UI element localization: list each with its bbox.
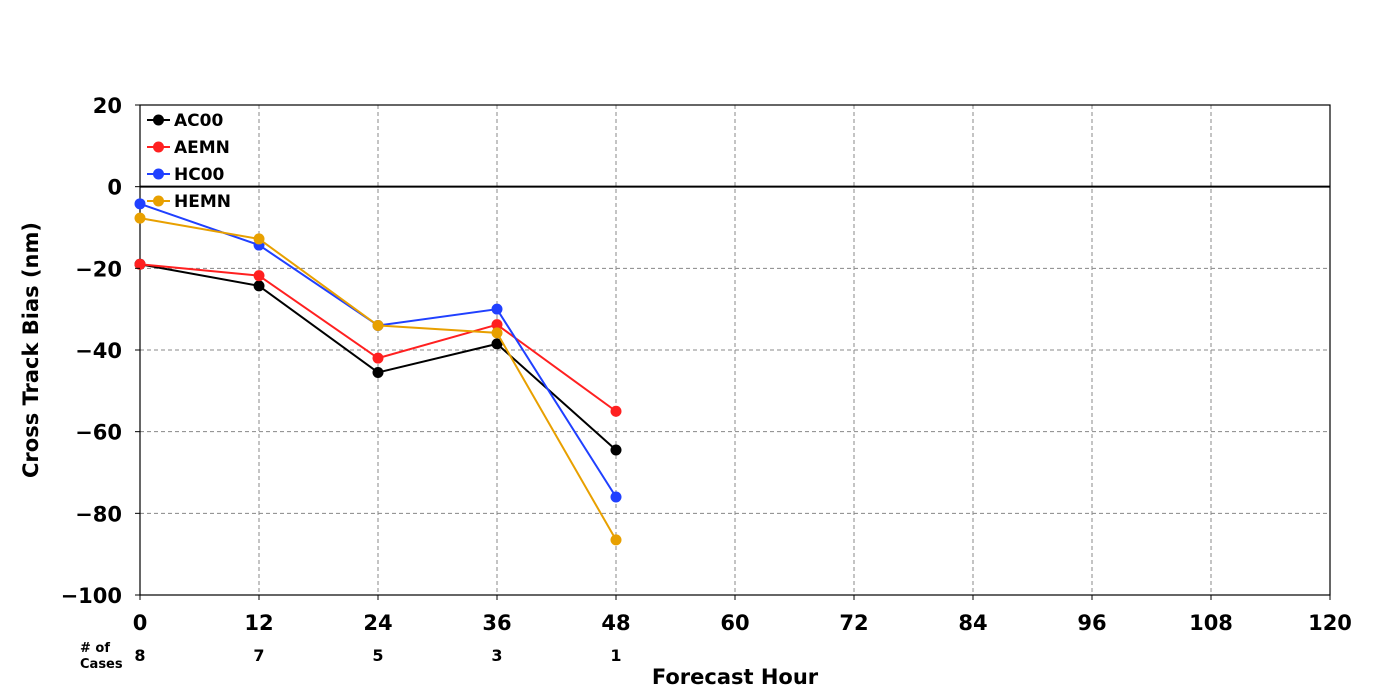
- series-aemn: [134, 258, 622, 417]
- legend-entry-ac00: AC00: [147, 111, 223, 131]
- x-tick-label: 120: [1308, 611, 1352, 635]
- case-count: 8: [134, 646, 145, 665]
- data-point-hc00: [491, 303, 503, 315]
- y-tick-label: −40: [75, 339, 122, 363]
- x-tick-label: 24: [363, 611, 392, 635]
- case-counts: # of Cases 8 7 5 3 1: [80, 641, 622, 672]
- data-point-hemn: [253, 233, 265, 245]
- y-tick-label: −20: [75, 257, 122, 281]
- data-point-aemn: [253, 270, 265, 282]
- data-point-aemn: [491, 319, 503, 331]
- legend-entry-hemn: HEMN: [147, 192, 231, 212]
- data-point-hc00: [610, 491, 622, 503]
- y-tick-label: −60: [75, 421, 122, 445]
- case-count: 7: [253, 646, 264, 665]
- data-point-ac00: [253, 280, 265, 292]
- x-tick-label: 108: [1189, 611, 1233, 635]
- y-tick-label: −100: [61, 584, 122, 608]
- data-point-hemn: [491, 327, 503, 339]
- x-tick-label: 72: [839, 611, 868, 635]
- x-tick-label: 12: [244, 611, 273, 635]
- cases-header: # of Cases: [80, 641, 123, 672]
- legend-marker: [153, 168, 164, 180]
- data-point-hemn: [134, 212, 146, 224]
- case-count: 5: [372, 646, 383, 665]
- x-tick-label: 0: [133, 611, 148, 635]
- y-tick-label: 20: [93, 94, 122, 118]
- tick-labels: 0 12 24 36 48 60 72 84 96 108 120 20 0 −20 −40 −60 −80 −1…: [61, 94, 1352, 635]
- legend: AC00 AEMN HC00 HEMN: [147, 111, 231, 212]
- data-point-ac00: [491, 338, 503, 350]
- legend-label: HEMN: [174, 192, 231, 212]
- y-axis-label: Cross Track Bias (nm): [19, 222, 43, 478]
- x-tick-label: 48: [601, 611, 630, 635]
- legend-label: AEMN: [174, 138, 230, 158]
- grid: [140, 105, 1330, 595]
- y-tick-label: −80: [75, 502, 122, 526]
- data-point-ac00: [372, 366, 384, 378]
- data-point-ac00: [610, 444, 622, 456]
- x-tick-label: 84: [958, 611, 987, 635]
- legend-marker: [153, 141, 164, 153]
- legend-label: HC00: [174, 165, 225, 185]
- data-point-hc00: [134, 198, 146, 210]
- x-tick-label: 36: [482, 611, 511, 635]
- data-point-hemn: [372, 320, 384, 331]
- data-point-aemn: [134, 258, 146, 270]
- case-count: 1: [610, 646, 621, 665]
- data-point-aemn: [610, 405, 622, 417]
- x-axis-label: Forecast Hour: [652, 665, 819, 689]
- y-tick-label: 0: [107, 176, 122, 200]
- x-tick-label: 96: [1077, 611, 1106, 635]
- x-tick-label: 60: [720, 611, 749, 635]
- legend-marker: [153, 114, 164, 126]
- legend-entry-hc00: HC00: [147, 165, 225, 185]
- case-count: 3: [491, 646, 502, 665]
- legend-label: AC00: [174, 111, 223, 131]
- data-point-hemn: [610, 534, 622, 546]
- series: [134, 198, 622, 546]
- legend-entry-aemn: AEMN: [147, 138, 230, 158]
- legend-marker: [153, 195, 164, 207]
- series-hemn: [134, 212, 622, 546]
- data-point-aemn: [372, 352, 384, 364]
